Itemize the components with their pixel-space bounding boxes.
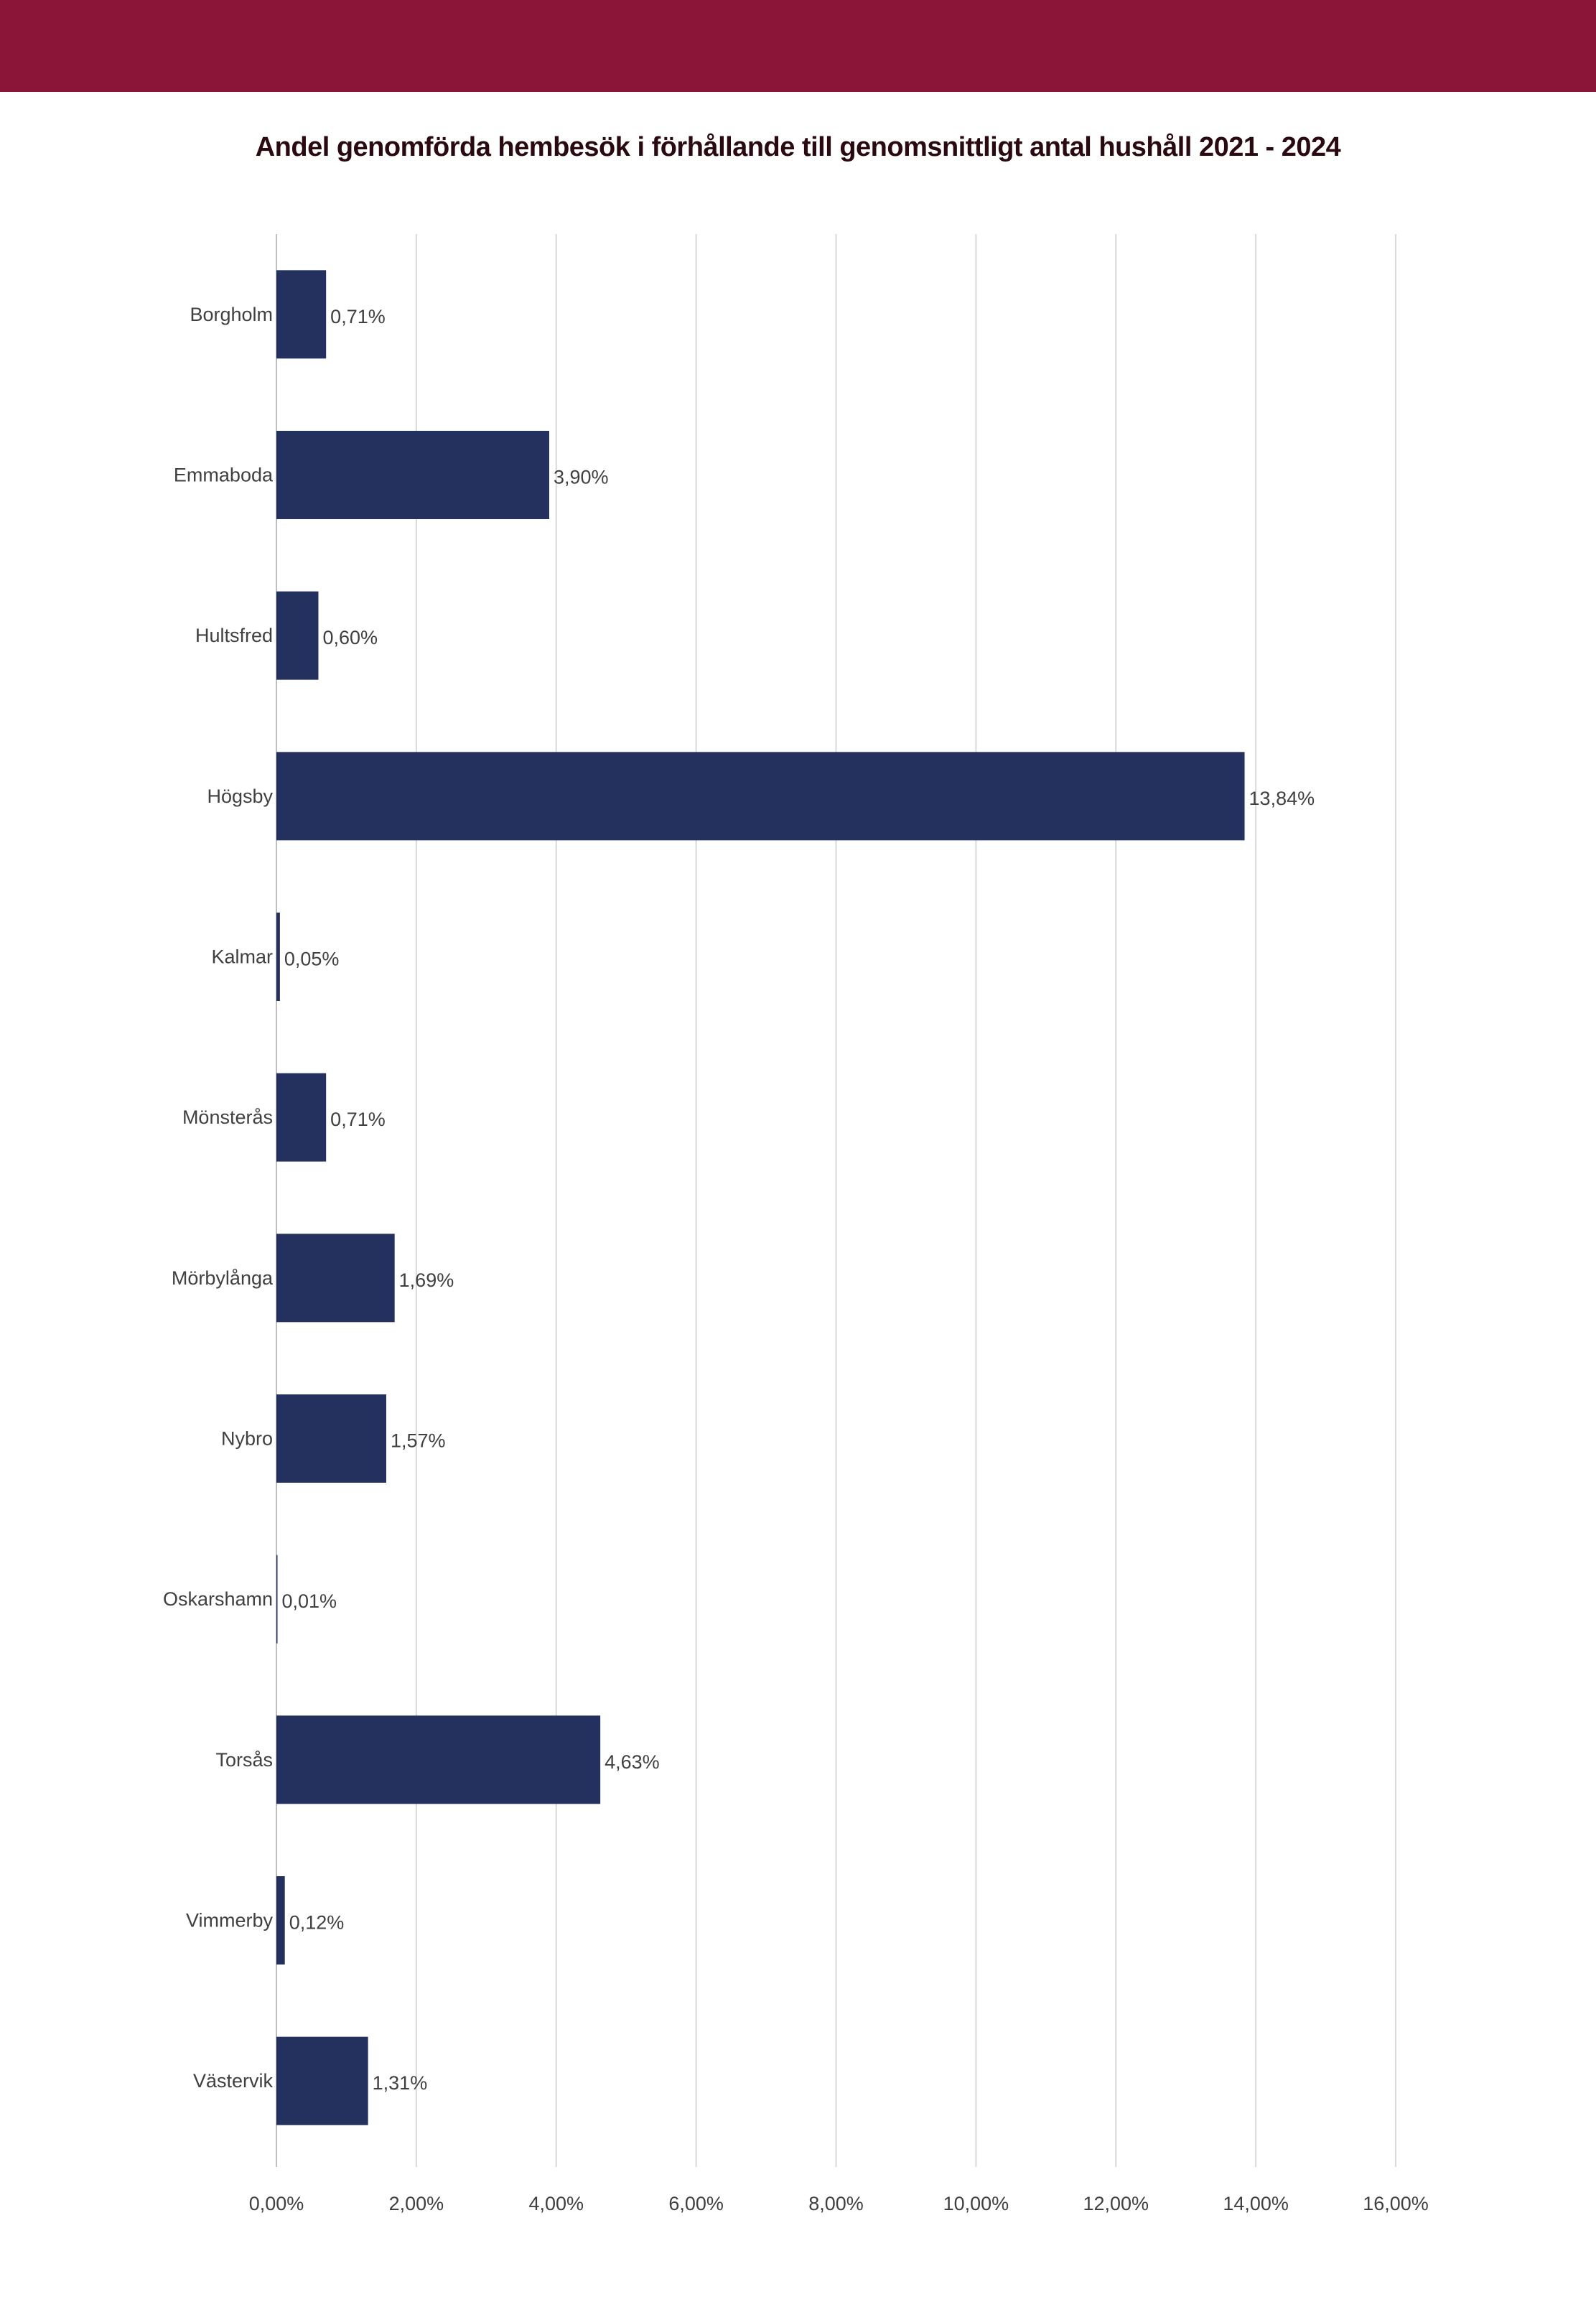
bar [276, 1234, 395, 1323]
x-tick-label: 2,00% [389, 2193, 444, 2214]
x-tick-label: 4,00% [528, 2193, 584, 2214]
data-label: 13,84% [1249, 788, 1315, 809]
bar [276, 1875, 285, 1965]
bar [276, 1073, 327, 1162]
bar [276, 1394, 386, 1483]
category-label: Torsås [215, 1749, 273, 1771]
bar [276, 270, 327, 359]
category-label: Borgholm [190, 304, 273, 325]
x-tick-label: 6,00% [668, 2193, 724, 2214]
chart-title: Andel genomförda hembesök i förhållande … [255, 132, 1341, 162]
x-tick-label: 0,00% [249, 2193, 304, 2214]
data-label: 0,60% [322, 627, 378, 648]
bar [276, 752, 1245, 841]
data-label: 3,90% [554, 467, 609, 488]
category-label: Emmaboda [174, 465, 274, 486]
data-label: 4,63% [605, 1751, 660, 1773]
x-tick-label: 8,00% [808, 2193, 864, 2214]
data-label: 1,31% [373, 2072, 428, 2094]
grid-layer [276, 234, 1396, 2167]
bar [276, 430, 550, 520]
category-label: Västervik [193, 2070, 274, 2092]
data-label: 0,71% [330, 306, 386, 327]
label-layer: 0,00% 2,00% 4,00% 6,00% 8,00% 10,00% 12,00% 14,… [163, 304, 1429, 2214]
x-tick-label: 16,00% [1363, 2193, 1429, 2214]
bar [276, 912, 280, 1002]
bar [276, 591, 319, 680]
data-label: 1,57% [391, 1430, 446, 1452]
category-label: Kalmar [211, 946, 273, 968]
category-label: Nybro [221, 1428, 273, 1450]
data-label: 1,69% [399, 1269, 454, 1291]
x-tick-label: 14,00% [1223, 2193, 1289, 2214]
bar [276, 1555, 278, 1644]
category-label: Mönsterås [182, 1106, 273, 1128]
category-label: Högsby [207, 786, 273, 807]
x-tick-label: 12,00% [1083, 2193, 1149, 2214]
category-label: Vimmerby [186, 1910, 274, 1931]
bar-layer [276, 270, 1245, 2125]
data-label: 0,01% [282, 1590, 337, 1612]
x-tick-label: 10,00% [943, 2193, 1009, 2214]
data-label: 0,71% [330, 1109, 386, 1130]
category-label: Mörbylånga [172, 1267, 274, 1289]
data-label: 0,05% [284, 949, 340, 970]
header-bar [0, 0, 1596, 92]
category-label: Oskarshamn [163, 1588, 273, 1610]
bar [276, 1715, 601, 1804]
data-label: 0,12% [289, 1912, 345, 1934]
category-label: Hultsfred [195, 625, 273, 646]
bar [276, 2036, 368, 2125]
